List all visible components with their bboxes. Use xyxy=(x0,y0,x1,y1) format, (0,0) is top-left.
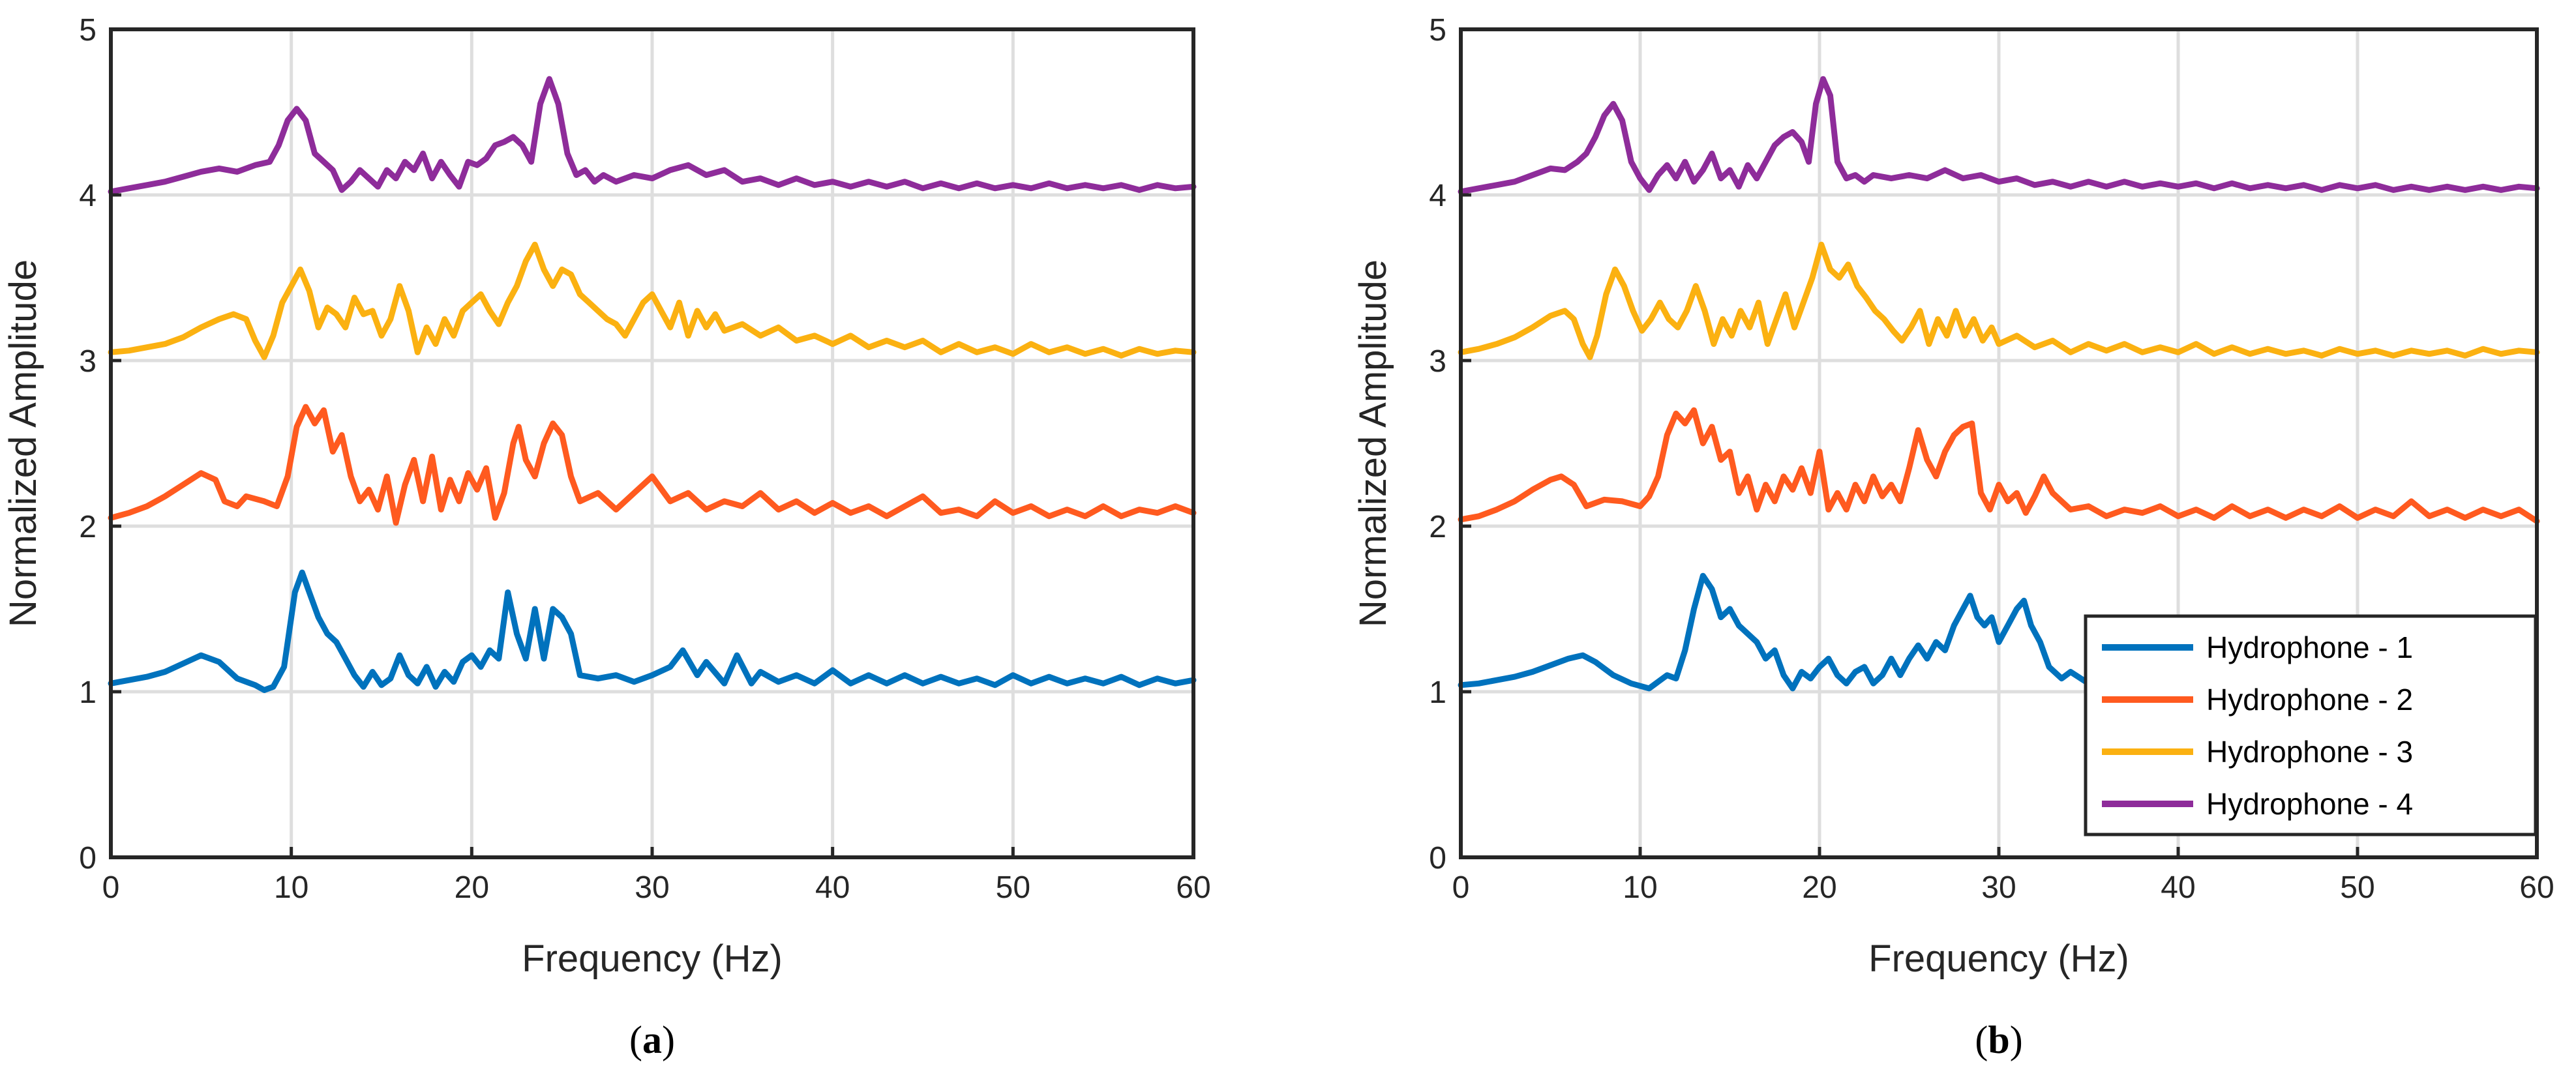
y-tick-label: 1 xyxy=(79,675,97,710)
x-tick-label: 30 xyxy=(1981,870,2016,905)
panel-a-chart: 0 10 20 30 40 50 60 0 1 2 3 4 5 Frequency (Hz) Normali… xyxy=(2,13,1211,1061)
caption-open-paren: ( xyxy=(1975,1018,1988,1061)
y-tick-label: 3 xyxy=(1429,344,1446,379)
series-line-hydrophone-4 xyxy=(1458,76,2540,195)
series-line-hydrophone-3 xyxy=(1458,241,2540,361)
y-tick-label: 5 xyxy=(1429,13,1446,48)
caption-close-paren: ) xyxy=(662,1018,675,1061)
x-tick-label: 60 xyxy=(1176,870,1210,905)
y-axis-label: Normalized Amplitude xyxy=(2,259,44,627)
y-axis-label: Normalized Amplitude xyxy=(1352,259,1394,627)
series-line-hydrophone-1 xyxy=(1458,572,2110,692)
x-tick-label: 50 xyxy=(996,870,1030,905)
legend-box xyxy=(2084,614,2538,836)
x-tick-label: 50 xyxy=(2340,870,2374,905)
series-line-hydrophone-2 xyxy=(108,404,1197,526)
caption-letter: b xyxy=(1988,1018,2009,1061)
legend-label-hydrophone-2: Hydrophone - 2 xyxy=(2206,683,2413,717)
x-tick-label: 10 xyxy=(1623,870,1657,905)
x-tick-label: 20 xyxy=(455,870,489,905)
series-line-hydrophone-1 xyxy=(108,569,1197,693)
legend-label-hydrophone-3: Hydrophone - 3 xyxy=(2206,735,2413,769)
x-tick-label: 60 xyxy=(2519,870,2554,905)
panel-caption: (b) xyxy=(1975,1018,2022,1061)
y-tick-label: 5 xyxy=(79,13,97,48)
y-tick-label: 2 xyxy=(1429,510,1446,544)
legend-label-hydrophone-4: Hydrophone - 4 xyxy=(2206,787,2413,821)
caption-open-paren: ( xyxy=(629,1018,642,1061)
series-line-hydrophone-3 xyxy=(108,241,1197,361)
x-tick-label: 20 xyxy=(1802,870,1836,905)
y-tick-label: 1 xyxy=(1429,675,1446,710)
x-tick-label: 40 xyxy=(815,870,850,905)
series-line-hydrophone-2 xyxy=(1458,407,2540,524)
x-tick-label: 0 xyxy=(102,870,120,905)
y-tick-label: 4 xyxy=(1429,179,1446,213)
x-tick-label: 30 xyxy=(635,870,669,905)
y-tick-label: 3 xyxy=(79,344,97,379)
x-axis-label: Frequency (Hz) xyxy=(1868,938,2129,980)
x-axis-label: Frequency (Hz) xyxy=(522,938,783,980)
panel-caption: (a) xyxy=(629,1018,675,1061)
y-tick-label: 0 xyxy=(1429,841,1446,876)
x-tick-label: 0 xyxy=(1452,870,1470,905)
caption-close-paren: ) xyxy=(2010,1018,2023,1061)
y-tick-label: 0 xyxy=(79,841,97,876)
legend: Hydrophone - 1 Hydrophone - 2 Hydrophone -… xyxy=(2084,614,2538,836)
y-tick-label: 2 xyxy=(79,510,97,544)
legend-label-hydrophone-1: Hydrophone - 1 xyxy=(2206,630,2413,664)
x-tick-label: 10 xyxy=(274,870,308,905)
x-tick-label: 40 xyxy=(2161,870,2195,905)
y-tick-label: 4 xyxy=(79,179,97,213)
caption-letter: a xyxy=(642,1018,662,1061)
panel-b-chart: 0 10 20 30 40 50 60 0 1 2 3 4 5 Frequency (Hz) Normali… xyxy=(1352,13,2554,1061)
series-line-hydrophone-4 xyxy=(108,76,1197,195)
